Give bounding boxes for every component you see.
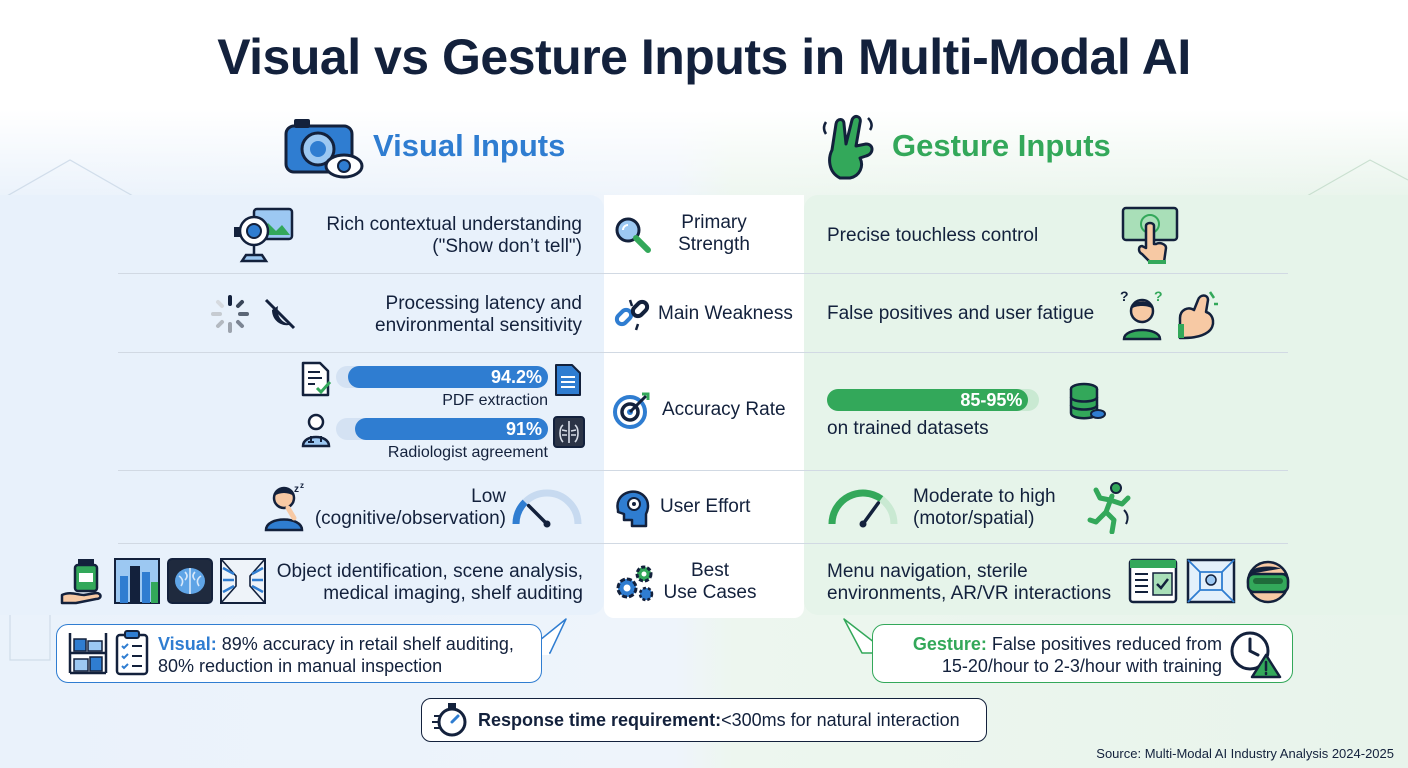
gesture-callout-line2: 15-20/hour to 2-3/hour with training — [941, 656, 1222, 676]
magnifier-icon — [615, 217, 651, 253]
radiologist-accuracy-value: 91% — [505, 419, 542, 439]
criteria-usecases-line2: Use Cases — [663, 582, 757, 603]
clock-warning-icon — [1228, 629, 1284, 684]
flexed-arm-icon — [1174, 288, 1218, 345]
broken-link-icon — [614, 299, 650, 331]
criteria-accuracy: Accuracy Rate — [662, 399, 786, 420]
visual-effort-line2: (cognitive/observation) — [314, 508, 506, 529]
visual-strength-line1: Rich contextual understanding — [326, 214, 582, 235]
gesture-callout-lead: Gesture: — [912, 634, 987, 654]
visual-weakness-line1: Processing latency and — [385, 293, 582, 314]
gauge-needle — [861, 501, 881, 526]
city-icon — [114, 558, 160, 609]
gauge-fill — [828, 489, 884, 525]
visual-weakness-line2: environmental sensitivity — [375, 315, 582, 336]
boxes-icon — [66, 631, 110, 680]
svg-text:?: ? — [1154, 288, 1163, 304]
row-divider — [118, 543, 1288, 544]
gesture-callout-line1: False positives reduced from — [986, 634, 1222, 654]
head-gear-icon — [616, 490, 650, 528]
criteria-usecases-line1: Best — [690, 560, 730, 581]
visual-callout-lead: Visual: — [158, 634, 217, 654]
gauge-needle — [526, 503, 549, 526]
sterile-room-icon — [1186, 558, 1236, 609]
gesture-usecases-line1: Menu navigation, sterile — [827, 561, 1028, 582]
visual-usecases-line1: Object identification, scene analysis, — [276, 561, 583, 582]
touch-screen-icon — [1120, 204, 1180, 269]
row-divider — [118, 273, 1288, 274]
visual-effort-line1: Low — [471, 486, 506, 507]
running-person-icon — [1082, 480, 1132, 539]
confused-person-icon: ? ? — [1118, 287, 1168, 346]
visual-strength-line2: ("Show don’t tell") — [432, 236, 582, 257]
pdf-accuracy-bar: 94.2% — [348, 366, 548, 388]
criteria-weakness: Main Weakness — [658, 303, 793, 324]
stopwatch-icon — [432, 703, 467, 737]
criteria-effort: User Effort — [660, 496, 751, 517]
radiologist-accuracy-caption: Radiologist agreement — [387, 444, 548, 461]
xray-icon — [553, 416, 585, 453]
gesture-effort-gauge — [828, 489, 898, 528]
gesture-heading: Gesture Inputs — [892, 128, 1111, 163]
source-note: Source: Multi-Modal AI Industry Analysis… — [1096, 746, 1394, 761]
gesture-accuracy-caption: on trained datasets — [827, 418, 989, 439]
peace-hand-icon — [820, 114, 884, 189]
response-rest: <300ms for natural interaction — [721, 709, 960, 730]
shelf-icon — [220, 558, 266, 609]
visual-effort-gauge — [512, 489, 582, 528]
visual-panel — [0, 195, 604, 615]
gesture-accuracy-bar: 85-95% — [827, 389, 1029, 411]
svg-text:?: ? — [1120, 288, 1129, 304]
pdf-accuracy-caption: PDF extraction — [442, 392, 548, 409]
sleeping-person-icon: z z — [262, 480, 310, 537]
target-icon — [613, 392, 650, 429]
no-light-icon — [262, 296, 298, 337]
pdf-accuracy-track: 94.2% — [336, 366, 548, 388]
gesture-strength-line1: Precise touchless control — [827, 225, 1039, 246]
gesture-accuracy-track: 85-95% — [827, 389, 1039, 411]
criteria-strength-line1: Primary — [681, 212, 747, 233]
gears-icon — [616, 565, 654, 602]
response-lead: Response time requirement: — [478, 709, 722, 730]
menu-screen-icon — [1128, 558, 1178, 609]
gesture-callout — [872, 624, 1293, 683]
gesture-accuracy-value: 85-95% — [960, 390, 1023, 410]
doctor-icon — [300, 412, 332, 453]
vr-headset-icon — [1244, 558, 1292, 609]
pdf-accuracy-value: 94.2% — [490, 367, 542, 387]
criteria-strength-line2: Strength — [678, 234, 750, 255]
gesture-effort-line1: Moderate to high — [913, 486, 1056, 507]
svg-text:z: z — [294, 484, 299, 495]
gauge-fill — [512, 499, 528, 525]
spinner-icon — [210, 294, 250, 339]
visual-heading: Visual Inputs — [373, 128, 566, 163]
gesture-effort-line2: (motor/spatial) — [913, 508, 1035, 529]
gesture-usecases-line2: environments, AR/VR interactions — [827, 583, 1112, 604]
document-icon — [554, 363, 582, 402]
checklist-icon — [114, 630, 150, 681]
brain-scan-icon — [167, 558, 213, 609]
visual-callout-pointer-cover — [522, 621, 566, 629]
svg-text:z: z — [300, 481, 304, 490]
radiologist-accuracy-bar: 91% — [355, 418, 548, 440]
page-title: Visual vs Gesture Inputs in Multi-Modal … — [217, 29, 1191, 85]
camera-eye-icon — [282, 114, 364, 189]
visual-usecases-line2: medical imaging, shelf auditing — [323, 583, 583, 604]
row-divider — [118, 352, 1288, 353]
visual-callout-line1: 89% accuracy in retail shelf auditing, — [216, 634, 514, 654]
webcam-icon — [232, 205, 294, 270]
document-check-icon — [300, 360, 332, 403]
visual-callout-line2: 80% reduction in manual inspection — [158, 656, 443, 676]
medicine-bottle-icon — [60, 557, 106, 610]
database-icon — [1068, 382, 1106, 427]
response-time-banner: Response time requirement: <300ms for na… — [421, 698, 987, 742]
radiologist-accuracy-track: 91% — [336, 418, 548, 440]
row-divider — [118, 470, 1288, 471]
gesture-weakness-line1: False positives and user fatigue — [827, 303, 1095, 324]
